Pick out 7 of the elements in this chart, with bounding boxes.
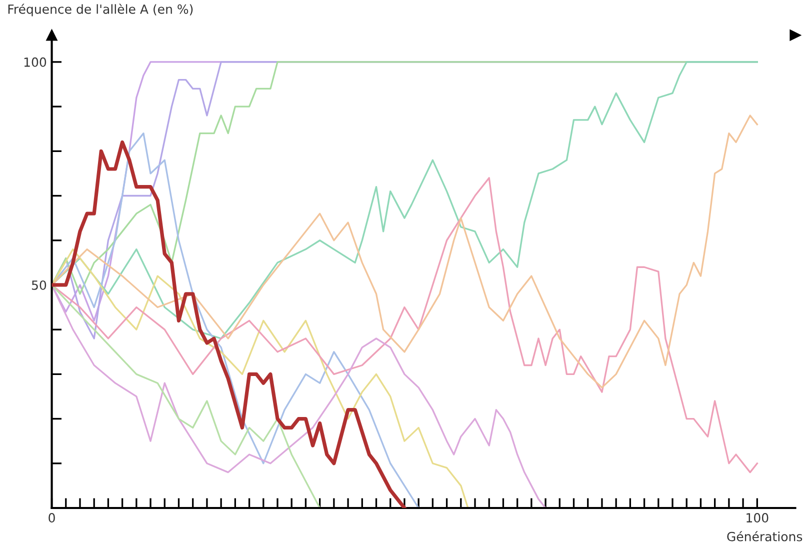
y-axis-title: Fréquence de l'allèle A (en %) [8, 4, 193, 16]
line-series [52, 114, 758, 388]
y-tick-label: 50 [32, 280, 46, 290]
line-series [52, 284, 321, 508]
x-axis-title: Générations [727, 531, 802, 542]
line-series [52, 248, 469, 508]
x-tick-label: 0 [48, 513, 55, 523]
